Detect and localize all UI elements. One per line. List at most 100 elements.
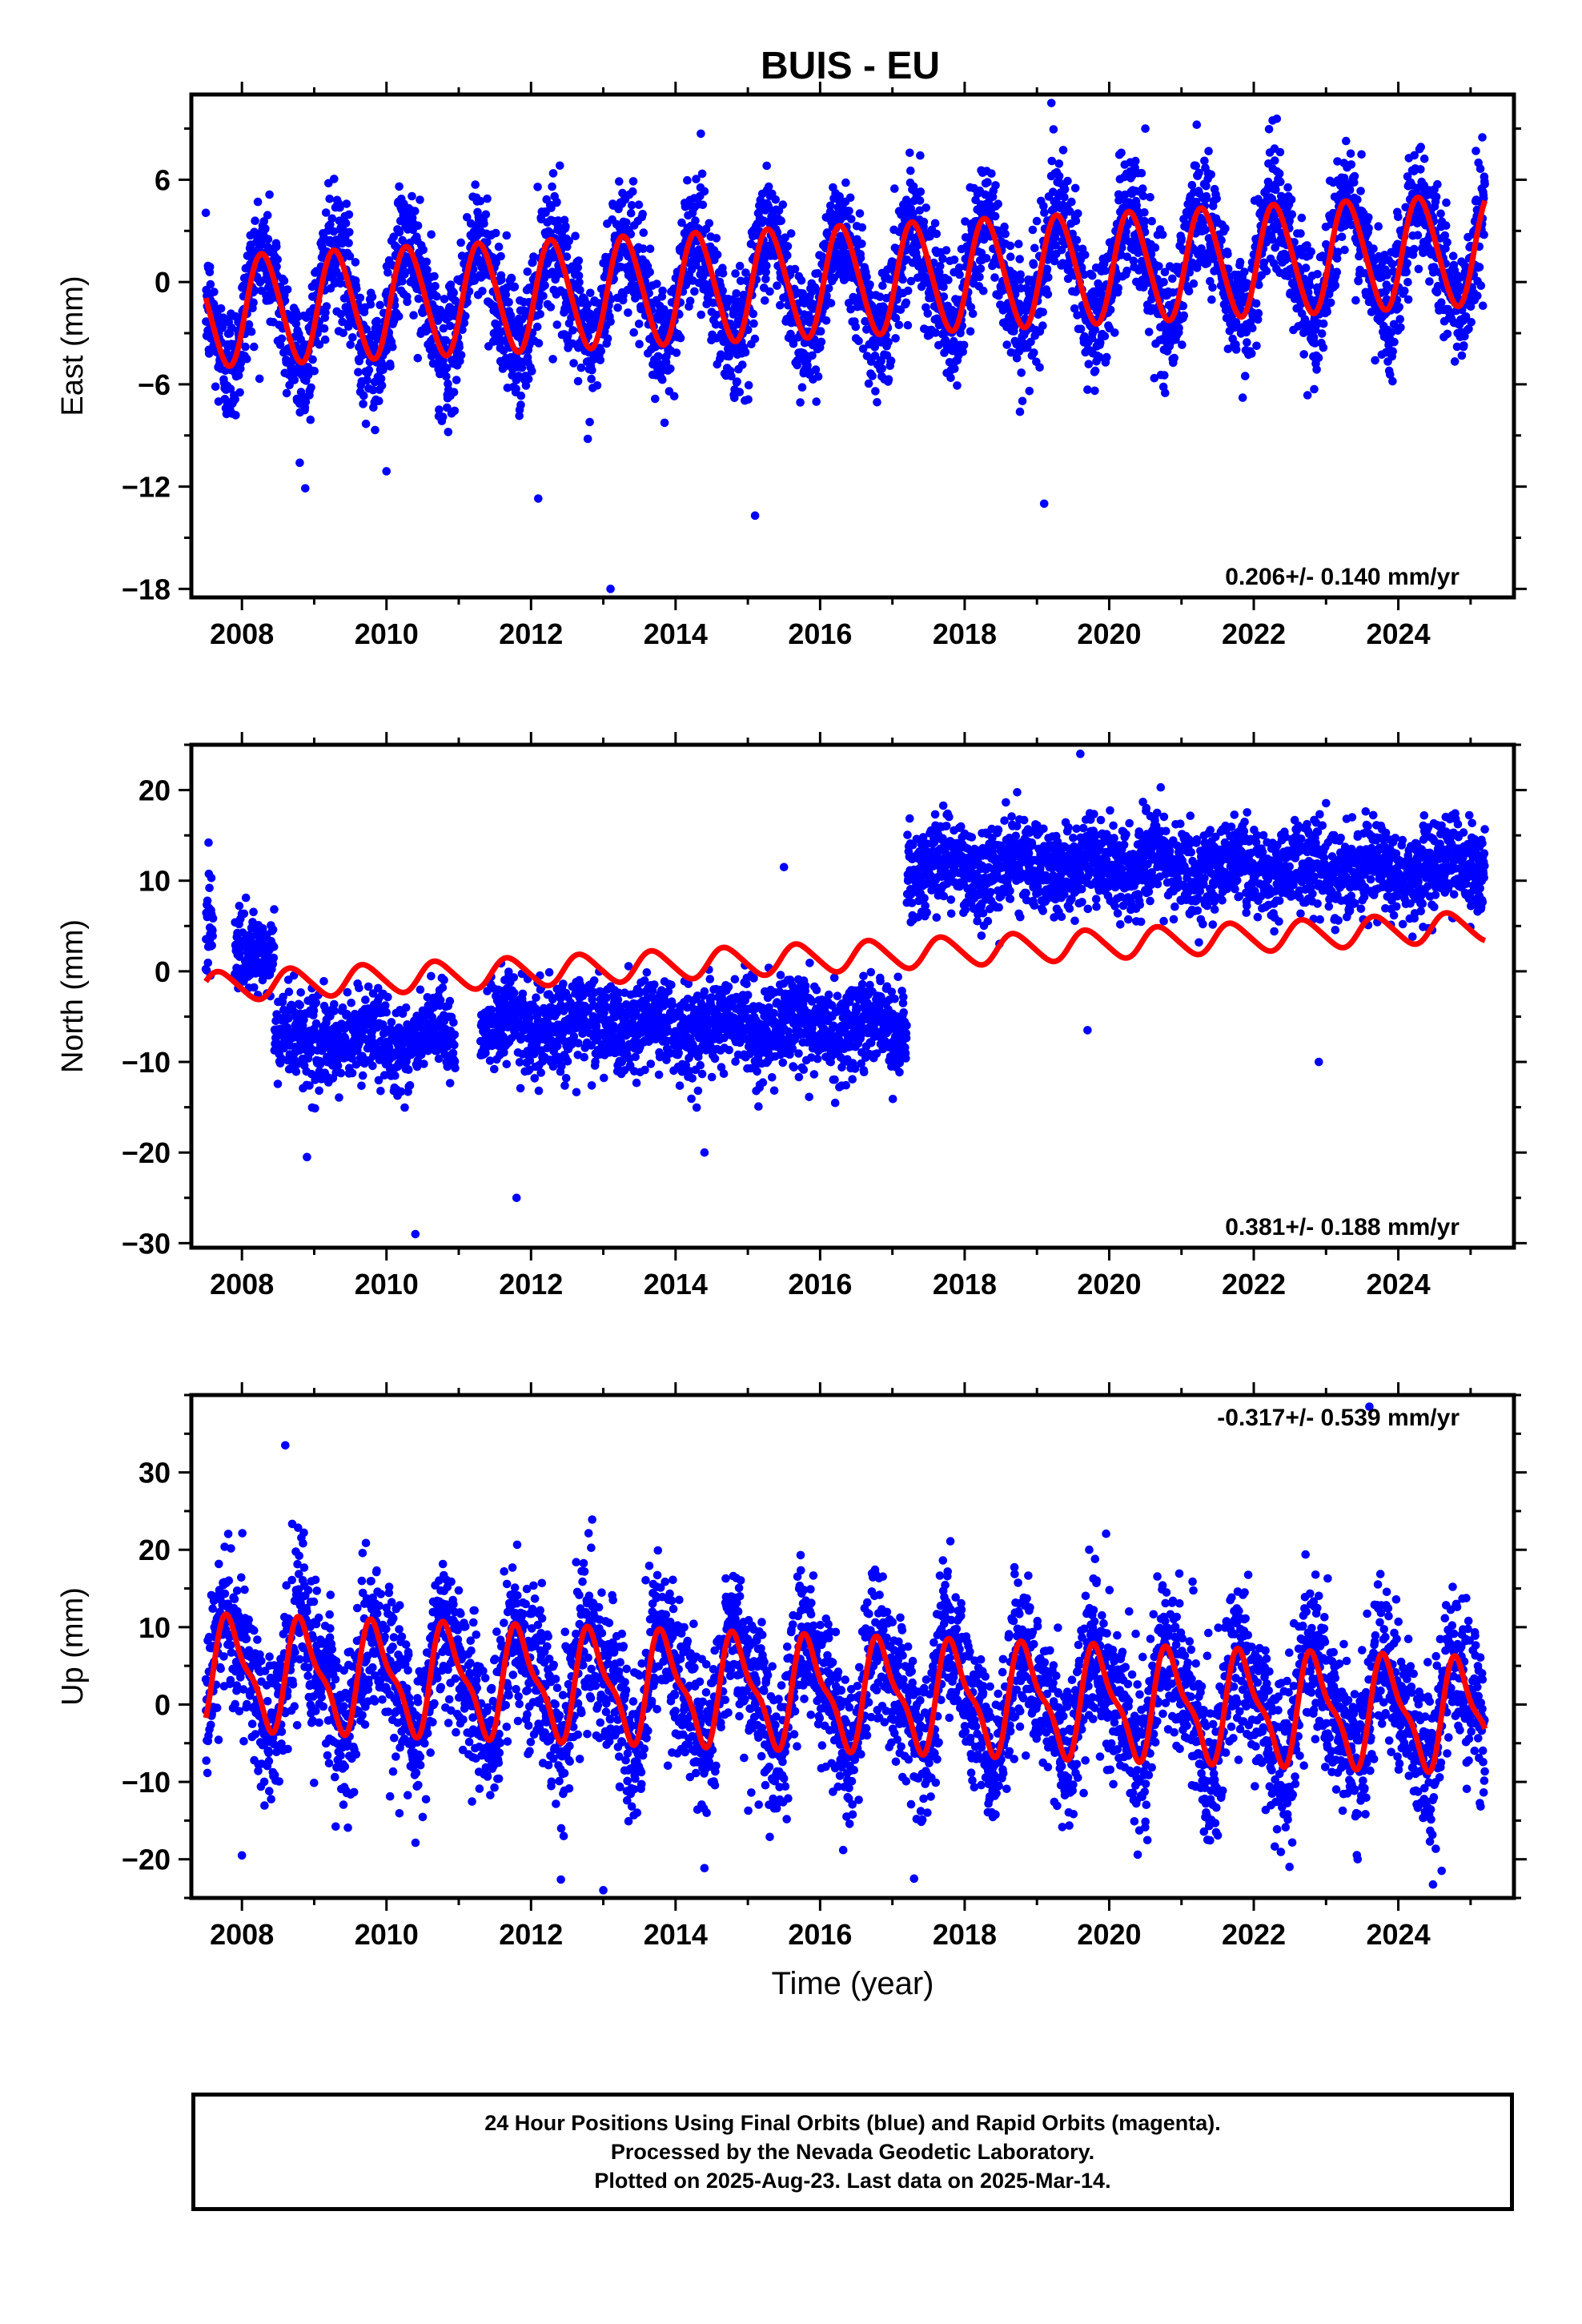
data-point (692, 175, 701, 183)
data-point (1374, 222, 1383, 231)
data-point (1015, 407, 1025, 416)
scatter-points-north (201, 750, 1489, 1239)
data-point (1457, 351, 1467, 360)
data-point (553, 216, 563, 225)
data-point (884, 337, 893, 347)
data-point (208, 914, 218, 923)
data-point (364, 365, 374, 375)
data-point (783, 251, 792, 260)
data-point (413, 221, 423, 231)
data-point (868, 372, 877, 380)
data-point (1231, 345, 1241, 354)
data-point (344, 239, 353, 247)
data-point (1006, 241, 1015, 251)
data-point (1433, 179, 1442, 189)
data-point (771, 195, 781, 204)
data-point (461, 312, 470, 321)
data-point (797, 383, 807, 392)
data-point (1159, 277, 1168, 287)
data-point (552, 198, 561, 207)
data-point (1443, 238, 1452, 247)
data-point (629, 328, 638, 337)
data-point (841, 178, 850, 187)
data-point (1223, 250, 1232, 259)
data-point (817, 337, 826, 347)
data-point (430, 271, 439, 281)
data-point (227, 324, 236, 332)
data-point (524, 374, 533, 384)
data-point (790, 264, 800, 274)
data-point (375, 396, 383, 406)
data-point (618, 188, 627, 198)
data-point (376, 374, 386, 384)
data-point (1478, 133, 1487, 142)
data-point (1154, 262, 1163, 271)
data-point (845, 193, 855, 203)
data-point (1388, 376, 1397, 386)
data-point (700, 187, 709, 196)
data-point (705, 219, 714, 228)
data-point (329, 227, 339, 236)
data-point (532, 322, 542, 332)
data-point (342, 199, 351, 208)
data-point (201, 208, 211, 218)
data-point (205, 263, 215, 271)
data-point (783, 242, 793, 251)
data-point (583, 300, 592, 309)
data-point (622, 218, 631, 227)
data-point (464, 287, 474, 296)
data-point (1138, 184, 1147, 193)
data-point (698, 200, 708, 210)
data-point (658, 286, 667, 296)
data-point (516, 391, 526, 400)
data-point (1146, 193, 1154, 202)
data-point (1140, 208, 1149, 217)
data-point (761, 275, 770, 283)
data-point (1394, 212, 1403, 222)
data-point (744, 395, 753, 404)
data-point (455, 343, 464, 352)
data-point (325, 195, 335, 203)
data-point (919, 217, 929, 227)
data-point (1310, 384, 1319, 394)
data-point (327, 214, 337, 223)
data-point (626, 230, 636, 239)
data-point (386, 362, 395, 371)
data-point (744, 380, 753, 390)
data-point (335, 279, 345, 288)
data-point (1314, 353, 1323, 363)
data-point (1102, 352, 1111, 362)
data-point (677, 218, 686, 227)
data-point (718, 286, 727, 296)
data-point (916, 187, 926, 196)
data-point (1337, 232, 1347, 242)
data-point (1030, 348, 1038, 357)
data-point (564, 331, 572, 340)
data-point (1416, 143, 1425, 151)
data-point (536, 310, 544, 319)
data-point (1014, 239, 1023, 249)
outlier-point (1046, 99, 1056, 107)
data-point (857, 239, 866, 248)
data-point (1478, 301, 1488, 311)
data-point (873, 398, 881, 407)
data-point (930, 219, 940, 228)
data-point (1240, 267, 1249, 276)
data-point (268, 925, 278, 935)
data-point (878, 281, 887, 291)
data-point (939, 283, 948, 292)
data-point (416, 195, 424, 204)
data-point (738, 360, 747, 369)
data-point (315, 340, 324, 349)
data-point (1076, 324, 1086, 334)
data-point (445, 321, 455, 331)
data-point (547, 203, 556, 212)
data-point (1090, 386, 1099, 396)
data-point (231, 395, 240, 404)
data-point (379, 365, 387, 375)
data-point (556, 161, 564, 171)
data-point (492, 228, 500, 238)
data-point (776, 300, 785, 310)
data-point (654, 352, 663, 361)
data-point (851, 322, 861, 332)
